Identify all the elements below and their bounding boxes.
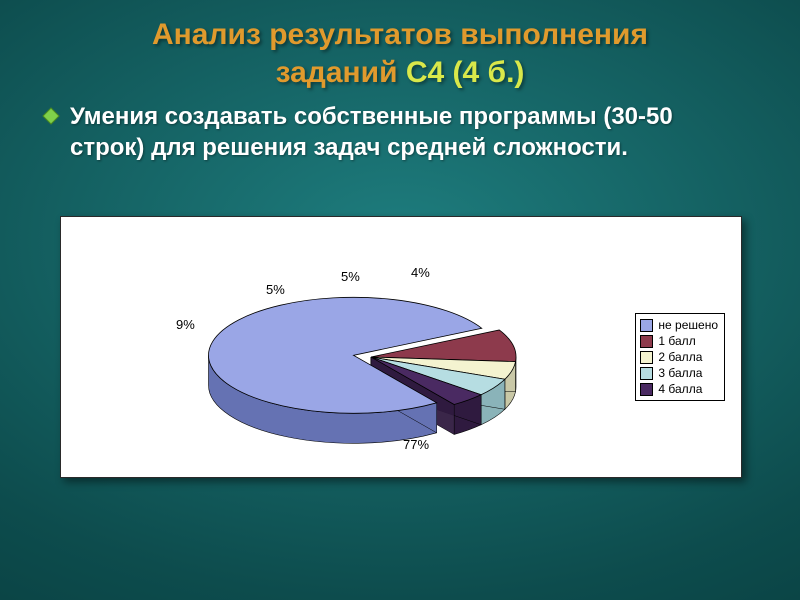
slide: Анализ результатов выполнения заданий С4… — [0, 0, 800, 600]
legend-swatch-2 — [640, 351, 653, 364]
legend-item-4: 4 балла — [640, 381, 718, 397]
pie-chart: не решено 1 балл 2 балла 3 балла 4 балла… — [60, 216, 742, 478]
legend-swatch-0 — [640, 319, 653, 332]
legend-label-0: не решено — [658, 317, 718, 333]
pct-label-0: 77% — [403, 437, 429, 452]
chart-legend: не решено 1 балл 2 балла 3 балла 4 балла — [635, 313, 725, 401]
pct-label-3: 5% — [341, 269, 360, 284]
legend-item-2: 2 балла — [640, 349, 718, 365]
diamond-bullet-icon — [42, 107, 60, 130]
bullet-text: Умения создавать собственные программы (… — [70, 101, 744, 163]
title-line-1: Анализ результатов выполнения — [152, 18, 648, 51]
legend-label-2: 2 балла — [658, 349, 702, 365]
legend-label-3: 3 балла — [658, 365, 702, 381]
legend-swatch-3 — [640, 367, 653, 380]
pct-label-4: 4% — [411, 265, 430, 280]
pct-label-2: 5% — [266, 282, 285, 297]
legend-swatch-1 — [640, 335, 653, 348]
pct-label-1: 9% — [176, 317, 195, 332]
legend-label-1: 1 балл — [658, 333, 695, 349]
bullet-block: Умения создавать собственные программы (… — [70, 101, 744, 163]
legend-swatch-4 — [640, 383, 653, 396]
legend-item-1: 1 балл — [640, 333, 718, 349]
legend-item-0: не решено — [640, 317, 718, 333]
legend-label-4: 4 балла — [658, 381, 702, 397]
title-line-2b: С4 (4 б.) — [406, 56, 525, 89]
title-line-2a: заданий — [276, 56, 406, 89]
slide-title: Анализ результатов выполнения заданий С4… — [0, 0, 800, 91]
legend-item-3: 3 балла — [640, 365, 718, 381]
